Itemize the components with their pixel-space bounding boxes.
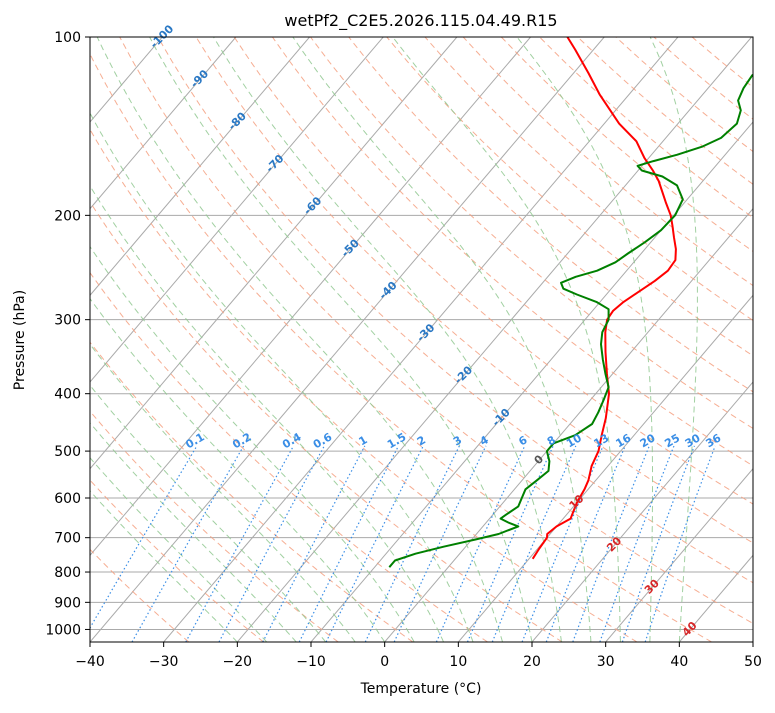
y-tick-label: 800 xyxy=(54,565,81,581)
x-axis-label: Temperature (°C) xyxy=(360,681,482,697)
x-tick-label: −20 xyxy=(223,654,253,670)
x-tick-label: 0 xyxy=(380,654,389,670)
y-tick-label: 1000 xyxy=(45,622,81,638)
x-tick-label: −40 xyxy=(75,654,105,670)
x-tick-label: 50 xyxy=(744,654,762,670)
y-tick-label: 700 xyxy=(54,531,81,547)
y-tick-label: 500 xyxy=(54,444,81,460)
y-tick-label: 200 xyxy=(54,208,81,224)
x-tick-label: 40 xyxy=(670,654,688,670)
y-tick-label: 900 xyxy=(54,595,81,611)
x-tick-label: 20 xyxy=(523,654,541,670)
chart-title: wetPf2_C2E5.2026.115.04.49.R15 xyxy=(284,11,557,31)
y-tick-label: 600 xyxy=(54,491,81,507)
y-tick-label: 300 xyxy=(54,313,81,329)
x-tick-label: 30 xyxy=(597,654,615,670)
y-axis-label: Pressure (hPa) xyxy=(12,290,28,390)
x-tick-label: −10 xyxy=(296,654,326,670)
y-tick-label: 400 xyxy=(54,387,81,403)
x-tick-label: 10 xyxy=(449,654,467,670)
y-tick-label: 100 xyxy=(54,30,81,46)
x-tick-label: −30 xyxy=(149,654,179,670)
